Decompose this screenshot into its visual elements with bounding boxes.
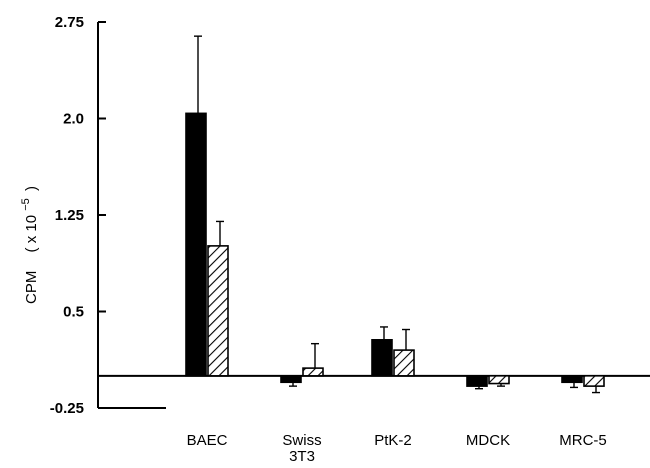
bar-hatched	[583, 375, 605, 387]
category-labels: BAEC Swiss 3T3 PtK-2 MDCK MRC-5	[187, 432, 607, 465]
y-axis-scale: ( x 10	[23, 215, 40, 253]
bar-hatched	[488, 375, 510, 385]
bars	[185, 112, 605, 387]
bar-solid	[185, 112, 207, 377]
y-axis-close: )	[23, 186, 40, 191]
bar-solid	[371, 339, 393, 377]
x-category-label: BAEC	[187, 432, 228, 449]
y-axis-label: CPM	[23, 271, 40, 304]
bar-hatched	[393, 349, 415, 377]
bar-solid	[280, 375, 302, 384]
bar-solid	[561, 375, 583, 384]
x-category-label: MRC-5	[559, 432, 607, 449]
y-axis-exponent: −5	[20, 198, 32, 211]
bar-solid	[466, 375, 488, 387]
y-tick-label: 0.5	[63, 304, 84, 321]
bar-hatched	[302, 367, 324, 377]
svg-text:CPM ( x 10 −5: CPM ( x 10 −5 )	[16, 186, 40, 304]
y-tick-label: 2.0	[63, 111, 84, 128]
x-category-label: MDCK	[466, 432, 510, 449]
y-tick-label: 1.25	[55, 207, 84, 224]
y-tick-label: -0.25	[50, 400, 84, 417]
y-axis-title: CPM ( x 10 −5 )	[16, 186, 40, 304]
y-tick-label: 2.75	[55, 14, 84, 31]
x-category-label: PtK-2	[374, 432, 412, 449]
bar-hatched	[207, 245, 229, 377]
x-category-label: Swiss 3T3	[282, 432, 321, 465]
error-bars	[194, 35, 600, 394]
